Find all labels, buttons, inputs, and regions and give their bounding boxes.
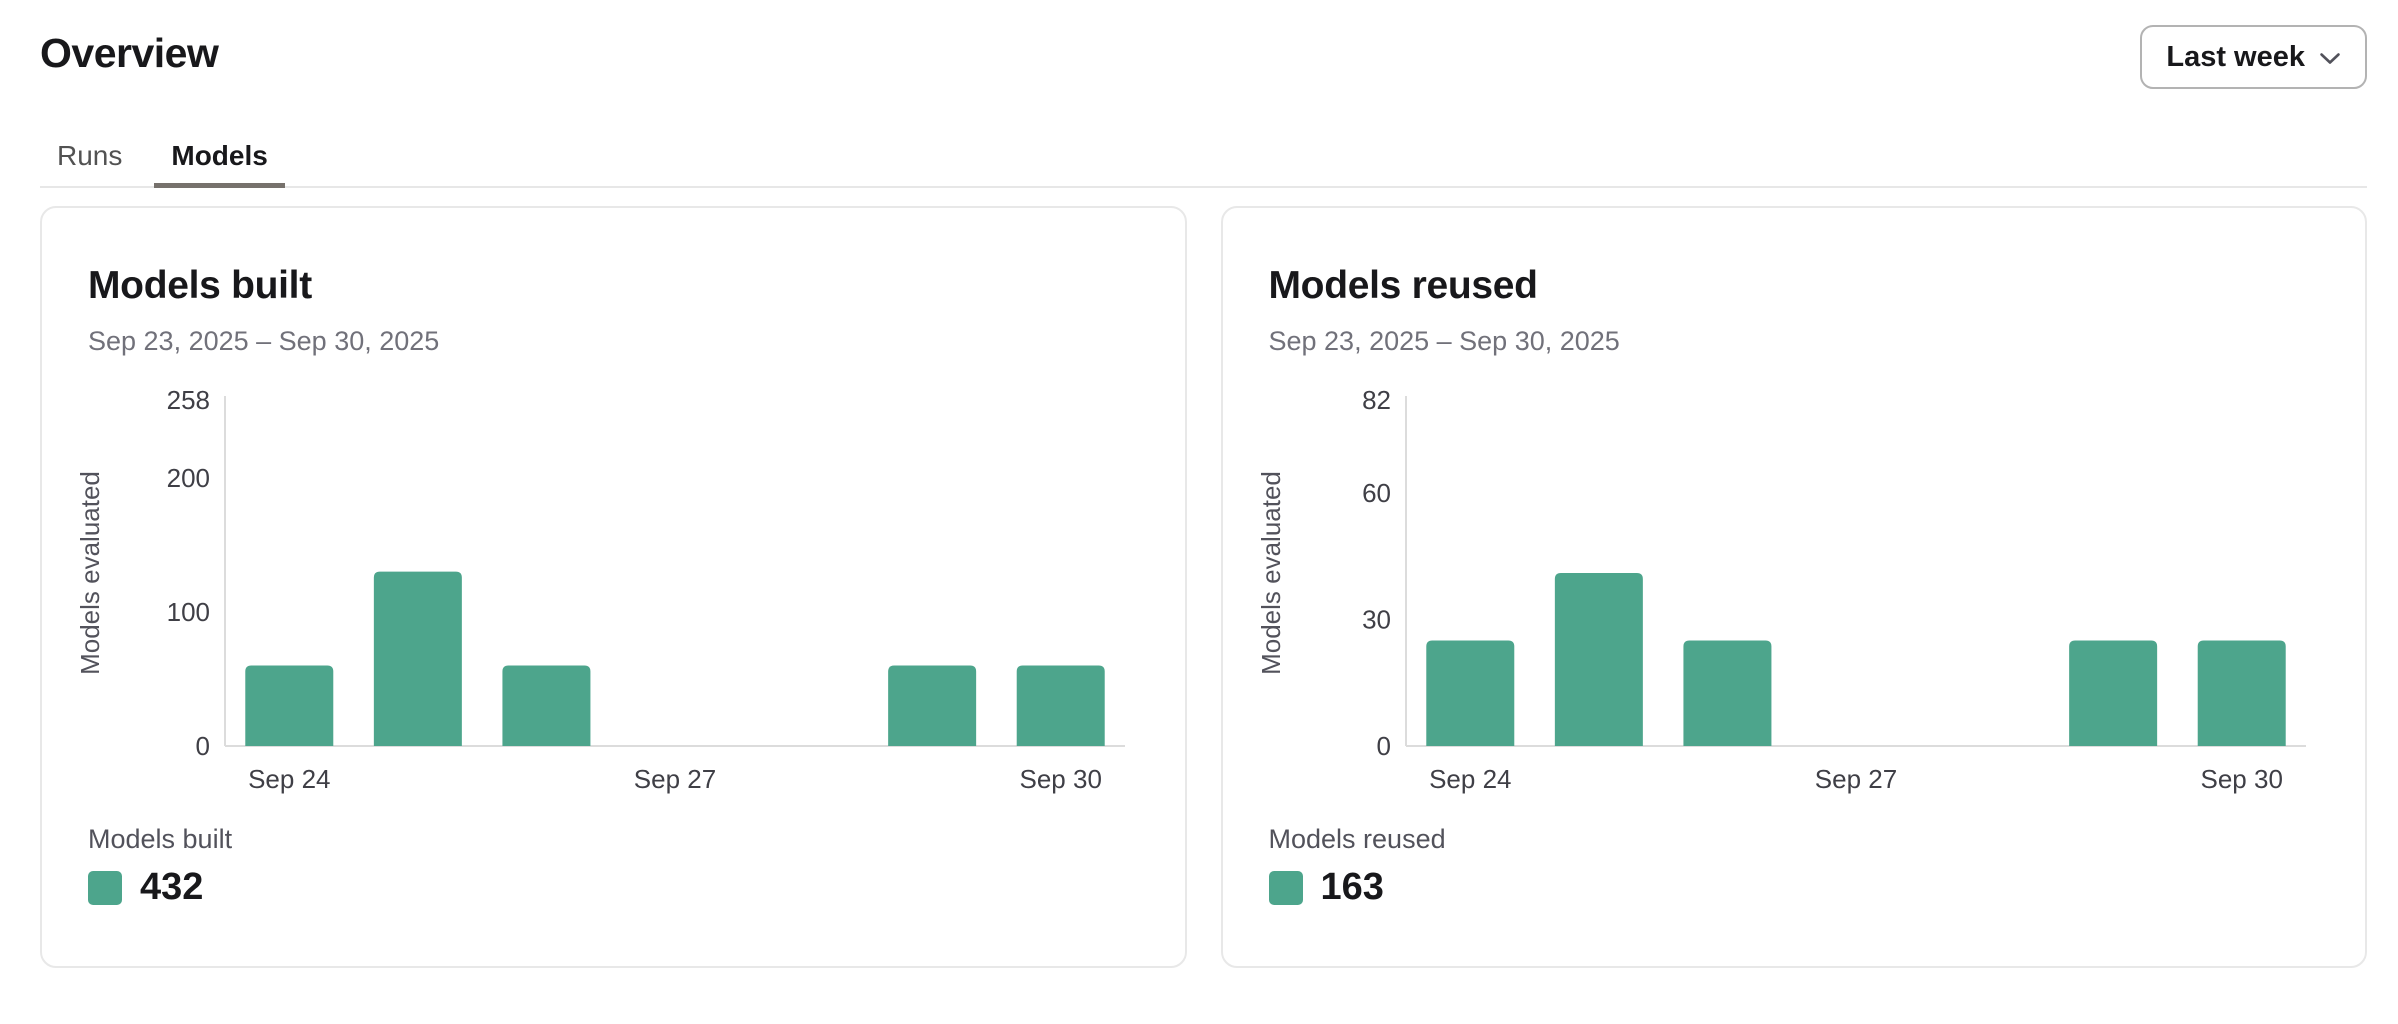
y-axis-title: Models evaluated — [75, 471, 105, 675]
bar-sep-26 — [1682, 640, 1771, 746]
card-date-range: Sep 23, 2025 – Sep 30, 2025 — [1268, 326, 1620, 356]
legend-value: 432 — [140, 866, 204, 908]
bar-sep-30 — [2197, 640, 2286, 746]
x-tick-label: Sep 27 — [1814, 764, 1896, 794]
bar-sep-25 — [373, 571, 462, 746]
y-tick-label: 100 — [167, 597, 210, 627]
bar-sep-29 — [888, 665, 977, 746]
x-tick-label: Sep 30 — [1020, 764, 1102, 794]
y-tick-label: 0 — [1376, 731, 1390, 761]
page-title: Overview — [40, 30, 219, 76]
chevron-down-icon — [2320, 53, 2340, 64]
card-title-models-reused: Models reused — [1268, 264, 1538, 307]
y-tick-label: 82 — [1362, 385, 1391, 415]
models-reused-card: Models reused Sep 23, 2025 – Sep 30, 202… — [1220, 206, 2369, 968]
legend-row: 163 — [1268, 866, 1384, 909]
y-tick-label: 258 — [167, 385, 210, 415]
y-tick-label: 200 — [167, 463, 210, 493]
legend-value: 163 — [1320, 866, 1384, 908]
x-tick-label: Sep 27 — [634, 764, 716, 794]
bar-sep-30 — [1016, 665, 1105, 746]
bar-sep-25 — [1554, 573, 1643, 746]
models-built-chart: 0 100 200 258 Models evaluated Sep 24 Sep 27 Se… — [42, 358, 1188, 828]
x-tick-label: Sep 24 — [248, 764, 330, 794]
tab-bar: Runs Models — [40, 128, 2367, 188]
tab-models[interactable]: Models — [154, 128, 285, 188]
bar-sep-26 — [502, 665, 591, 746]
bar-sep-24 — [1425, 640, 1514, 746]
card-title-models-built: Models built — [88, 264, 312, 307]
tab-runs[interactable]: Runs — [57, 140, 123, 171]
legend-swatch — [1268, 870, 1303, 905]
models-reused-chart: 0 30 60 82 Models evaluated Sep 24 Sep 27 Sep 3… — [1223, 358, 2369, 828]
y-tick-label: 60 — [1362, 478, 1391, 508]
models-built-card: Models built Sep 23, 2025 – Sep 30, 2025… — [40, 206, 1187, 968]
date-range-select[interactable]: Last week — [2140, 25, 2367, 89]
y-tick-label: 0 — [196, 731, 210, 761]
card-date-range: Sep 23, 2025 – Sep 30, 2025 — [88, 326, 440, 356]
y-tick-label: 30 — [1362, 604, 1391, 634]
x-tick-label: Sep 30 — [2200, 764, 2282, 794]
legend-label: Models reused — [1268, 824, 1446, 854]
cards-row: Models built Sep 23, 2025 – Sep 30, 2025… — [40, 206, 2367, 968]
date-range-value: Last week — [2166, 40, 2305, 73]
legend-row: 432 — [88, 866, 203, 909]
bar-sep-29 — [2068, 640, 2157, 746]
legend-swatch — [88, 870, 122, 905]
x-tick-label: Sep 24 — [1429, 764, 1511, 794]
legend-label: Models built — [88, 824, 233, 854]
bar-sep-24 — [245, 665, 334, 746]
y-axis-title: Models evaluated — [1256, 471, 1286, 675]
